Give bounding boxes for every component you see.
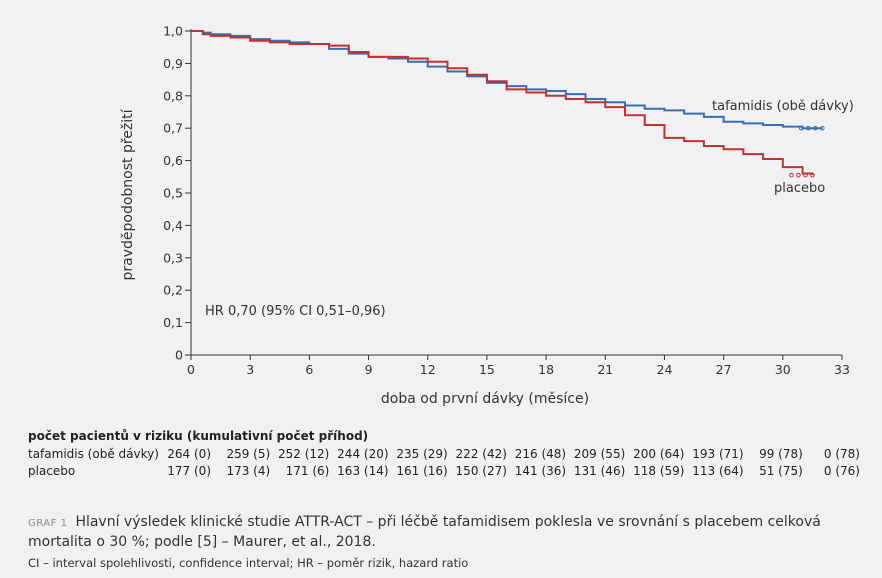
risk-cell: 259 (5) [226, 447, 271, 461]
y-tick-label: 0,8 [163, 88, 183, 103]
x-tick-label: 21 [597, 362, 613, 377]
y-tick-label: 0 [175, 348, 183, 363]
censor-mark [796, 172, 801, 178]
risk-cell: 173 (4) [226, 464, 271, 478]
caption-footnote: CI – interval spolehlivosti, confidence … [28, 556, 469, 570]
x-tick-label: 0 [187, 362, 195, 377]
risk-row-label: placebo [28, 464, 76, 478]
censor-mark [812, 125, 818, 131]
risk-cell: 150 (27) [455, 464, 507, 478]
risk-cell: 113 (64) [692, 464, 744, 478]
risk-cell: 177 (0) [167, 464, 211, 478]
x-tick-label: 12 [420, 362, 436, 377]
risk-cell: 216 (48) [514, 447, 567, 461]
caption-label: GRAF 1 [28, 518, 68, 529]
risk-cell: 264 (0) [167, 447, 211, 461]
censor-mark [805, 125, 811, 131]
censor-mark [789, 172, 794, 178]
y-tick-label: 0,2 [163, 283, 183, 298]
hazard-ratio-annotation: HR 0,70 (95% CI 0,51–0,96) [205, 304, 386, 319]
risk-row-label: tafamidis (obě dávky) [28, 447, 159, 461]
series-label-placebo: placebo [774, 181, 825, 196]
risk-cell: 131 (46) [573, 464, 626, 478]
risk-cell: 200 (64) [633, 447, 685, 461]
y-axis-title: pravděpodobnost přežití [120, 108, 136, 280]
x-tick-label: 24 [657, 362, 673, 377]
censor-mark [810, 172, 815, 178]
risk-cell: 222 (42) [455, 447, 507, 461]
x-tick-label: 3 [246, 362, 254, 377]
censor-mark [819, 125, 825, 131]
figure-caption: GRAF 1 Hlavní výsledek klinické studie AT… [28, 513, 858, 551]
risk-cell: 193 (71) [692, 447, 744, 461]
survival-chart: 0 0,1 0,2 0,3 0,4 0,5 0,6 0,7 0,8 0,9 1,0 0 3 6 9 12 15 1… [120, 24, 854, 408]
x-tick-label: 33 [834, 362, 850, 377]
risk-cell: 0 (76) [823, 464, 860, 478]
chart-axes: 0 0,1 0,2 0,3 0,4 0,5 0,6 0,7 0,8 0,9 1,0 0 3 6 9 12 15 1… [163, 24, 850, 378]
risk-row-placebo: placebo 177 (0) 173 (4) 171 (6) 163 (14) 161… [28, 463, 868, 479]
y-tick-label: 0,7 [163, 121, 183, 136]
risk-cell: 163 (14) [337, 464, 389, 478]
y-tick-label: 0,3 [163, 250, 183, 265]
risk-cell: 235 (29) [396, 447, 448, 461]
risk-table-title: počet pacientů v riziku (kumulativní poč… [28, 429, 369, 443]
risk-cell: 171 (6) [285, 464, 330, 478]
risk-cell: 141 (36) [514, 464, 567, 478]
x-tick-label: 9 [365, 362, 373, 377]
risk-cell: 244 (20) [337, 447, 389, 461]
x-tick-label: 18 [538, 362, 554, 377]
series-label-tafamidis: tafamidis (obě dávky) [712, 99, 854, 114]
x-tick-label: 27 [716, 362, 732, 377]
series-line-placebo [191, 30, 814, 176]
risk-cell: 99 (78) [759, 447, 803, 461]
risk-cell: 209 (55) [573, 447, 626, 461]
risk-cell: 118 (59) [633, 464, 685, 478]
y-tick-label: 1,0 [163, 24, 183, 39]
x-tick-label: 6 [305, 362, 313, 377]
y-tick-label: 0,6 [163, 153, 183, 168]
risk-cell: 0 (78) [823, 447, 860, 461]
risk-row-tafamidis: tafamidis (obě dávky) 264 (0) 259 (5) 252 … [28, 446, 868, 462]
censor-mark [803, 172, 808, 178]
x-tick-label: 15 [479, 362, 495, 377]
y-tick-label: 0,4 [163, 218, 183, 233]
y-tick-label: 0,1 [163, 315, 183, 330]
risk-cell: 161 (16) [396, 464, 448, 478]
series-line-tafamidis [191, 30, 823, 130]
caption-text: Hlavní výsledek klinické studie ATTR-ACT… [28, 514, 821, 550]
x-axis-title: doba od první dávky (měsíce) [381, 391, 589, 407]
y-tick-label: 0,9 [163, 56, 183, 71]
censor-mark [798, 125, 804, 131]
risk-cell: 51 (75) [759, 464, 803, 478]
chart-series [191, 30, 825, 178]
y-tick-label: 0,5 [163, 186, 183, 201]
risk-cell: 252 (12) [278, 447, 330, 461]
x-tick-label: 30 [775, 362, 791, 377]
